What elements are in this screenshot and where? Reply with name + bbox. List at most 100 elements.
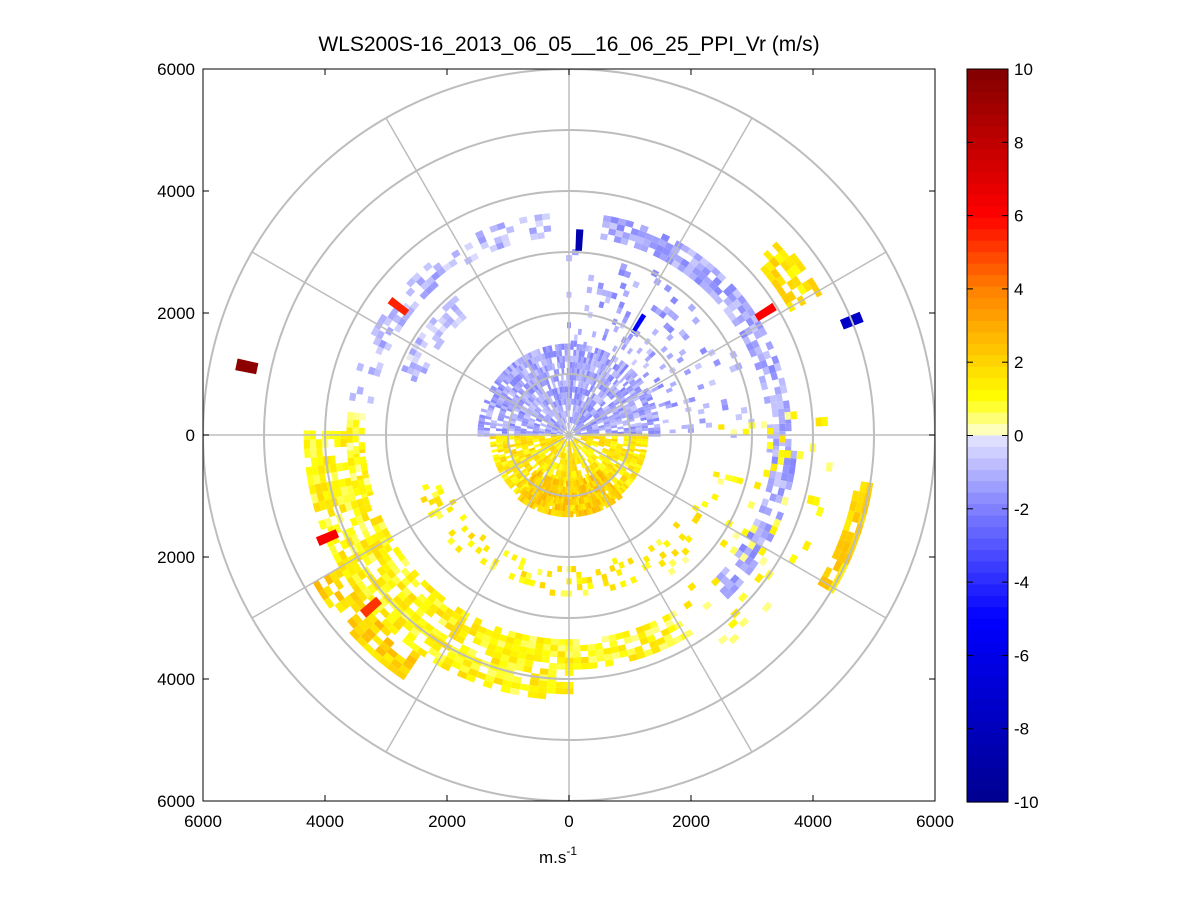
- velocity-gate: [681, 424, 688, 430]
- velocity-gate: [500, 233, 510, 242]
- velocity-gate: [620, 450, 628, 455]
- velocity-gate: [601, 460, 609, 467]
- velocity-gate: [396, 552, 406, 562]
- velocity-gate: [687, 303, 697, 313]
- velocity-gate: [705, 262, 716, 272]
- velocity-gate: [546, 482, 552, 490]
- velocity-gate: [565, 380, 569, 387]
- velocity-gate: [324, 498, 333, 509]
- velocity-gate: [637, 631, 647, 640]
- velocity-gate: [513, 360, 520, 367]
- velocity-gate: [667, 567, 676, 576]
- velocity-gate: [578, 350, 583, 357]
- velocity-gate: [414, 364, 423, 372]
- velocity-gate: [543, 365, 549, 372]
- velocity-gate: [612, 454, 620, 460]
- velocity-gate: [393, 323, 403, 333]
- velocity-gate: [535, 642, 544, 650]
- velocity-gate: [378, 313, 388, 324]
- velocity-gate: [538, 354, 544, 361]
- velocity-gate: [795, 260, 807, 273]
- velocity-gate: [508, 428, 515, 432]
- velocity-gate: [619, 386, 626, 393]
- velocity-gate: [615, 373, 621, 380]
- velocity-gate: [609, 403, 616, 410]
- velocity-gate: [556, 406, 562, 413]
- velocity-gate: [511, 553, 518, 562]
- velocity-gate: [533, 422, 541, 427]
- velocity-gate: [660, 627, 671, 637]
- velocity-gate: [558, 438, 565, 443]
- velocity-gate: [586, 364, 591, 371]
- velocity-gate: [689, 257, 700, 267]
- velocity-gate: [648, 241, 658, 250]
- velocity-gate: [435, 329, 444, 338]
- velocity-gate: [346, 427, 353, 435]
- velocity-gate: [543, 415, 551, 422]
- velocity-gate: [422, 262, 433, 272]
- velocity-gate: [347, 457, 355, 466]
- velocity-gate: [602, 357, 608, 365]
- velocity-gate: [612, 410, 620, 416]
- velocity-gate: [533, 455, 541, 462]
- velocity-gate: [599, 436, 606, 440]
- velocity-gate: [572, 439, 578, 445]
- velocity-gate: [406, 367, 415, 375]
- velocity-gate: [596, 491, 602, 499]
- velocity-gate: [595, 374, 601, 381]
- velocity-gate: [839, 529, 849, 541]
- velocity-gate: [533, 425, 540, 430]
- velocity-gate: [618, 409, 626, 415]
- velocity-gate: [427, 647, 439, 658]
- velocity-gate: [599, 475, 606, 482]
- velocity-gate: [496, 222, 506, 231]
- velocity-gate: [546, 351, 552, 359]
- velocity-gate: [617, 470, 624, 476]
- velocity-gate: [502, 474, 509, 481]
- velocity-gate: [600, 462, 607, 469]
- velocity-gate: [517, 412, 525, 418]
- velocity-gate: [687, 582, 697, 592]
- velocity-gate: [428, 498, 436, 506]
- velocity-gate: [607, 452, 614, 458]
- velocity-gate: [333, 578, 344, 591]
- velocity-gate: [541, 393, 548, 400]
- velocity-gate: [622, 462, 630, 468]
- velocity-gate: [394, 653, 406, 665]
- colorbar-band: [967, 744, 1008, 757]
- velocity-gate: [369, 517, 379, 527]
- velocity-gate: [600, 470, 607, 477]
- velocity-gate: [519, 356, 525, 364]
- velocity-gate: [511, 378, 518, 386]
- velocity-gate: [436, 593, 446, 604]
- colorbar-band: [967, 572, 1008, 585]
- velocity-gate: [405, 631, 417, 642]
- velocity-gate: [536, 470, 542, 477]
- velocity-gate: [629, 438, 636, 442]
- velocity-gate: [666, 325, 675, 334]
- velocity-gate: [559, 380, 564, 387]
- velocity-gate: [562, 380, 566, 387]
- velocity-gate: [340, 486, 348, 496]
- velocity-gate: [642, 623, 652, 632]
- velocity-gate: [312, 579, 324, 592]
- velocity-gate: [623, 438, 630, 442]
- azimuth-spoke: [385, 434, 570, 753]
- velocity-gate: [601, 334, 608, 341]
- velocity-gate: [601, 449, 608, 455]
- velocity-gate: [522, 361, 529, 369]
- velocity-gate: [448, 258, 458, 268]
- velocity-gate: [495, 404, 502, 409]
- velocity-gate: [570, 440, 573, 447]
- velocity-gate: [754, 346, 763, 356]
- velocity-gate: [598, 504, 604, 511]
- velocity-gate: [593, 472, 600, 479]
- velocity-gate: [501, 405, 508, 410]
- velocity-gate: [560, 411, 565, 418]
- velocity-gate: [729, 545, 739, 556]
- velocity-gate: [536, 368, 542, 375]
- velocity-gate: [415, 276, 426, 287]
- velocity-gate: [523, 577, 531, 586]
- colorbar-band: [967, 160, 1008, 173]
- velocity-gate: [349, 472, 358, 482]
